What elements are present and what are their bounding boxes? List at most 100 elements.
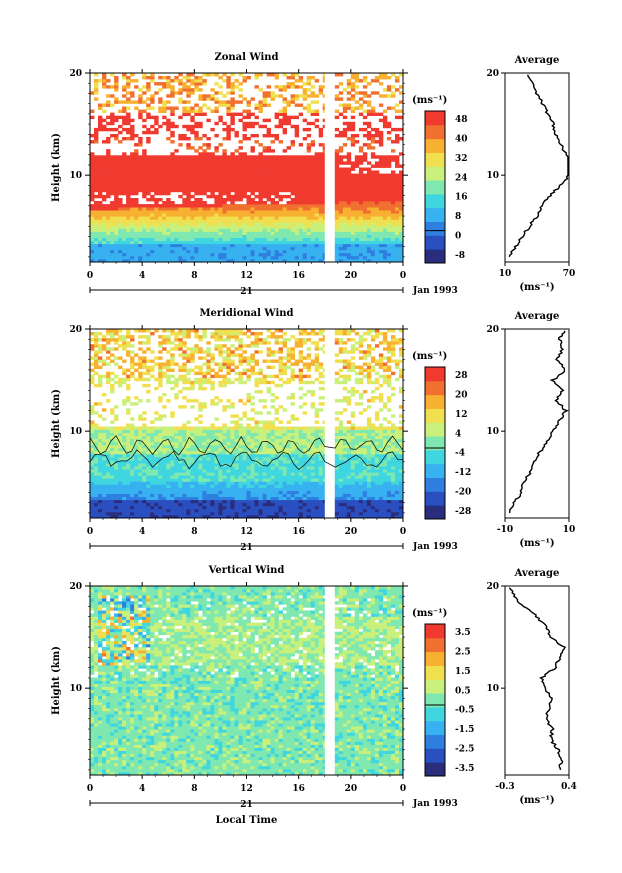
- heatmap-cell: [154, 259, 159, 263]
- heatmap-cell: [130, 210, 135, 214]
- heatmap-cell: [274, 73, 279, 77]
- heatmap-cell: [310, 259, 316, 263]
- heatmap-cell: [358, 246, 364, 251]
- heatmap-cell: [346, 225, 352, 229]
- heatmap-cell: [306, 204, 312, 208]
- heatmap-cell: [226, 194, 231, 199]
- heatmap-cell: [202, 508, 207, 513]
- heatmap-cell: [202, 429, 207, 433]
- heatmap-cell: [262, 204, 267, 208]
- heatmap-cell: [242, 158, 247, 162]
- heatmap-cell: [106, 210, 111, 214]
- heatmap-cell: [122, 243, 127, 248]
- heatmap-cell: [318, 88, 324, 92]
- heatmap-cell: [162, 76, 167, 80]
- heatmap-cell: [98, 435, 103, 440]
- heatmap-cell: [278, 225, 283, 229]
- heatmap-cell: [238, 225, 243, 229]
- heatmap-cell: [226, 176, 231, 180]
- heatmap-cell: [146, 216, 151, 220]
- heatmap-cell: [242, 228, 247, 232]
- heatmap-cell: [170, 167, 175, 171]
- heatmap-cell: [314, 240, 320, 245]
- heatmap-cell: [214, 82, 219, 86]
- heatmap-cell: [370, 155, 376, 159]
- heatmap-cell: [274, 134, 279, 138]
- heatmap-cell: [98, 356, 103, 360]
- heatmap-cell: [182, 179, 187, 184]
- heatmap-cell: [98, 450, 103, 455]
- heatmap-cell: [218, 213, 223, 217]
- heatmap-cell: [202, 505, 207, 510]
- heatmap-cell: [310, 188, 316, 193]
- heatmap-cell: [226, 502, 231, 507]
- heatmap-cell: [206, 515, 211, 519]
- heatmap-cell: [342, 240, 348, 245]
- heatmap-cell: [126, 377, 131, 382]
- heatmap-cell: [226, 164, 231, 168]
- heatmap-cell: [314, 249, 320, 254]
- heatmap-cell: [214, 243, 219, 248]
- heatmap-cell: [318, 134, 324, 138]
- heatmap-cell: [362, 237, 368, 241]
- heatmap-cell: [178, 405, 183, 409]
- heatmap-cell: [194, 472, 199, 476]
- heatmap-cell: [178, 332, 183, 336]
- heatmap-cell: [342, 127, 348, 132]
- heatmap-cell: [262, 194, 267, 199]
- heatmap-cell: [298, 237, 304, 241]
- heatmap-cell: [250, 191, 255, 196]
- heatmap-cell: [162, 371, 167, 376]
- heatmap-cell: [194, 198, 199, 202]
- heatmap-cell: [250, 243, 255, 248]
- heatmap-cell: [346, 207, 352, 211]
- heatmap-cell: [126, 82, 131, 86]
- heatmap-cell: [378, 231, 384, 235]
- heatmap-cell: [122, 515, 127, 519]
- heatmap-cell: [294, 176, 300, 180]
- heatmap-cell: [290, 115, 295, 120]
- heatmap-cell: [378, 259, 384, 263]
- heatmap-cell: [366, 249, 372, 254]
- heatmap-cell: [395, 249, 400, 254]
- heatmap-cell: [290, 228, 295, 232]
- heatmap-cell: [302, 176, 308, 180]
- heatmap-cell: [118, 329, 123, 333]
- heatmap-cell: [126, 207, 131, 211]
- heatmap-cell: [378, 246, 384, 251]
- heatmap-cell: [142, 191, 147, 196]
- heatmap-cell: [166, 444, 171, 449]
- heatmap-cell: [122, 88, 127, 92]
- heatmap-cell: [210, 496, 215, 501]
- heatmap-cell: [194, 216, 199, 220]
- heatmap-cell: [382, 155, 388, 159]
- heatmap-cell: [174, 182, 179, 187]
- heatmap-cell: [138, 164, 143, 168]
- heatmap-cell: [98, 225, 103, 229]
- heatmap-cell: [182, 109, 187, 113]
- heatmap-cell: [150, 79, 155, 83]
- heatmap-cell: [242, 170, 247, 174]
- heatmap-cell: [214, 429, 219, 433]
- heatmap-cell: [210, 94, 215, 98]
- heatmap-cell: [146, 432, 151, 436]
- heatmap-cell: [366, 109, 372, 113]
- heatmap-cell: [358, 97, 364, 101]
- heatmap-cell: [198, 460, 203, 464]
- heatmap-cell: [106, 216, 111, 220]
- heatmap-cell: [166, 225, 171, 229]
- heatmap-cell: [290, 76, 295, 80]
- heatmap-cell: [258, 198, 263, 202]
- heatmap-cell: [338, 219, 344, 223]
- heatmap-cell: [391, 216, 396, 220]
- heatmap-cell: [318, 179, 324, 184]
- heatmap-cell: [250, 185, 255, 190]
- heatmap-cell: [134, 237, 139, 241]
- heatmap-cell: [306, 194, 312, 199]
- heatmap-cell: [350, 76, 356, 80]
- heatmap-cell: [122, 505, 127, 510]
- heatmap-cell: [206, 176, 211, 180]
- heatmap-cell: [166, 185, 171, 190]
- heatmap-cell: [334, 225, 340, 229]
- heatmap-cell: [186, 353, 191, 357]
